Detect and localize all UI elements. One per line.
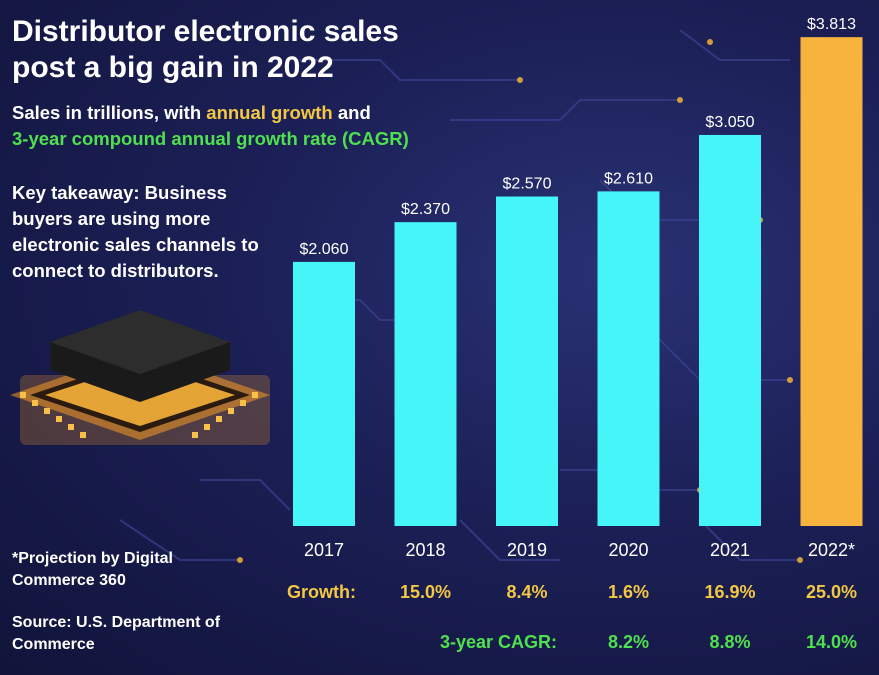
growth-value: 16.9%	[704, 582, 756, 602]
subtitle-growth: annual growth	[206, 102, 333, 123]
x-tick-label: 2019	[507, 540, 547, 560]
x-tick-label: 2022*	[808, 540, 855, 560]
cagr-value: 8.2%	[607, 632, 650, 652]
x-tick-label: 2021	[710, 540, 750, 560]
value-label: $2.570	[503, 176, 552, 193]
projection-footnote: *Projection by Digital Commerce 360	[12, 550, 173, 589]
bar-2020	[597, 191, 660, 526]
bar-2018	[394, 222, 457, 526]
bar-2019	[496, 196, 558, 526]
value-label: $2.610	[604, 170, 653, 187]
subtitle-and: and	[332, 102, 371, 123]
value-label: $2.060	[300, 241, 349, 258]
chart-subtitle: Sales in trillions, with annual growth a…	[12, 100, 482, 152]
subtitle-cagr: 3-year compound annual growth rate (CAGR…	[12, 128, 409, 149]
bar-2022-projected	[800, 37, 863, 527]
x-tick-label: 2017	[304, 540, 344, 560]
bar-2017	[293, 261, 355, 526]
x-tick-label: 2018	[405, 540, 445, 560]
source-footnote: Source: U.S. Department of Commerce	[12, 614, 221, 653]
value-label: $3.050	[706, 114, 755, 131]
chart-title: Distributor electronic sales post a big …	[12, 15, 399, 84]
growth-value: 1.6%	[607, 582, 650, 602]
value-label: $3.813	[807, 16, 856, 33]
growth-value: 8.4%	[506, 582, 548, 602]
growth-value: 15.0%	[399, 582, 452, 602]
cagr-value: 14.0%	[805, 632, 858, 652]
microchip-illustration	[10, 310, 270, 445]
x-tick-label: 2020	[608, 540, 648, 560]
growth-row-label: Growth:	[287, 582, 356, 602]
bar-2021	[699, 134, 761, 526]
cagr-value: 8.8%	[709, 632, 751, 652]
subtitle-prefix: Sales in trillions, with	[12, 102, 207, 123]
cagr-row-label: 3-year CAGR:	[440, 632, 558, 652]
growth-value: 25.0%	[805, 582, 858, 602]
value-label: $2.370	[401, 201, 450, 218]
key-takeaway: Key takeaway: Business buyers are using …	[12, 182, 259, 281]
